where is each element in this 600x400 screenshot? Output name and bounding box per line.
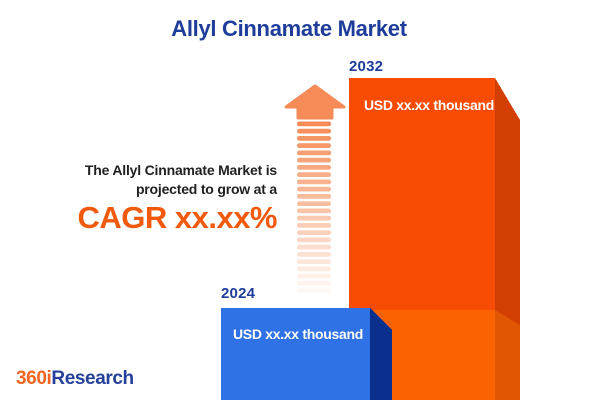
brand-logo-360i: 360i bbox=[16, 368, 52, 389]
bar-2032-value-label: USD xx.xx thousand bbox=[364, 97, 494, 113]
bar-2024-value-label: USD xx.xx thousand bbox=[233, 326, 363, 342]
arrow-head bbox=[284, 84, 346, 120]
bar-2024-year-label: 2024 bbox=[221, 285, 256, 302]
cagr-value: CAGR xx.xx% bbox=[77, 200, 277, 235]
bar-2032-base-side bbox=[495, 310, 520, 400]
bar-2032-year-label: 2032 bbox=[349, 58, 384, 75]
growth-arrow-icon bbox=[284, 84, 346, 294]
growth-text-line-2: projected to grow at a bbox=[135, 181, 277, 197]
bar-2024-side bbox=[370, 308, 392, 400]
brand-logo-research: Research bbox=[51, 368, 134, 389]
arrow-stripes bbox=[297, 121, 331, 294]
brand-logo: 360iResearch bbox=[16, 368, 134, 390]
growth-text-line-1: The Allyl Cinnamate Market is bbox=[84, 162, 277, 178]
page-title: Allyl Cinnamate Market bbox=[171, 16, 407, 41]
bar-2024-front bbox=[221, 308, 370, 400]
growth-text: The Allyl Cinnamate Market is projected … bbox=[30, 161, 277, 235]
